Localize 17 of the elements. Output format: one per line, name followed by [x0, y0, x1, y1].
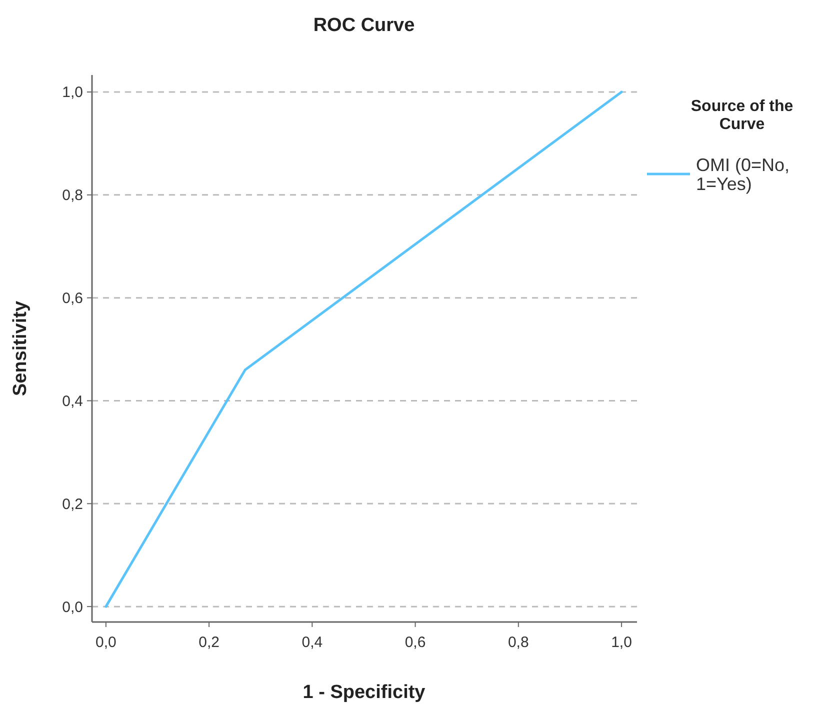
x-tick-label: 0,4 — [302, 634, 323, 651]
y-tick-label: 0,2 — [62, 496, 83, 513]
x-tick-label: 1,0 — [611, 634, 632, 651]
y-tick-label: 1,0 — [62, 84, 83, 102]
chart-title: ROC Curve — [313, 15, 415, 36]
x-tick-label: 0,0 — [95, 634, 116, 651]
x-axis-title: 1 - Specificity — [302, 682, 426, 703]
legend-title: Source of the Curve — [690, 98, 794, 133]
x-tick-label: 0,2 — [198, 634, 220, 651]
y-axis-title: Sensitivity — [10, 300, 31, 396]
x-tick-label: 0,6 — [404, 634, 426, 651]
y-tick-label: 0,4 — [62, 392, 83, 410]
y-tick-label: 0,6 — [62, 290, 83, 308]
y-tick-label: 0,0 — [62, 598, 83, 616]
legend-label: OMI (0=No, 1=Yes) — [696, 155, 790, 194]
y-tick-label: 0,8 — [62, 187, 83, 204]
x-tick-label: 0,8 — [508, 634, 529, 651]
